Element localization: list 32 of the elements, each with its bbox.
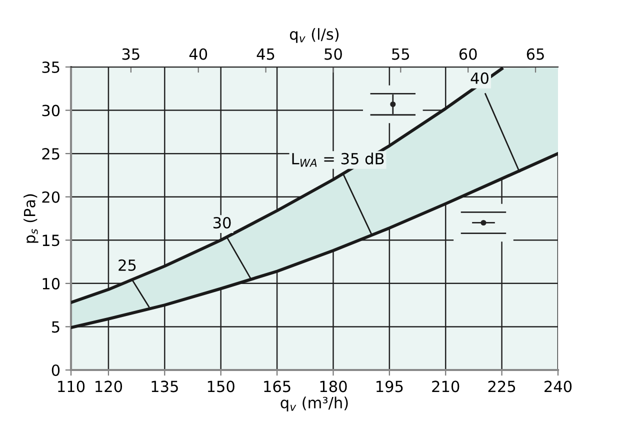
y-tick-label: 15 (42, 234, 60, 246)
x-tick-label: 120 (96, 380, 122, 392)
x2-tick-label: 50 (324, 48, 342, 60)
x2-tick-label: 60 (459, 48, 477, 60)
annotation: 40 (470, 72, 488, 84)
annotation: L$_{WA}$ = 35 dB (292, 152, 384, 167)
x-tick-label: 195 (376, 380, 403, 392)
x-tick-label: 210 (432, 380, 460, 392)
x-tick-label: 135 (152, 380, 178, 392)
x-tick-label: 110 (58, 380, 85, 392)
x2-tick-label: 40 (189, 48, 208, 60)
annotation: 30 (213, 216, 231, 229)
x-tick-label: 240 (544, 380, 572, 392)
y-axis-title: p$_{s}$ (Pa) (24, 194, 38, 243)
x2-tick-label: 55 (392, 48, 410, 60)
x-tick-label: 180 (320, 380, 347, 392)
y-tick-label: 30 (42, 104, 60, 116)
x-tick-label: 150 (208, 380, 234, 392)
x-axis-title: q$_{v}$ (m³/h) (280, 396, 348, 412)
y-tick-label: 35 (42, 61, 60, 74)
x2-tick-label: 45 (256, 48, 274, 60)
x-tick-label: 225 (488, 380, 516, 392)
x2-tick-label: 65 (526, 48, 544, 60)
y-tick-label: 0 (52, 364, 60, 376)
x-tick-label: 165 (264, 380, 290, 392)
x2-axis-title: q$_{v}$ (l/s) (290, 28, 339, 43)
y-tick-label: 10 (42, 278, 60, 290)
y-tick-label: 25 (42, 148, 60, 160)
y-tick-label: 20 (42, 191, 60, 203)
y-tick-label: 5 (52, 321, 60, 333)
x2-tick-label: 35 (122, 48, 140, 60)
annotation: 25 (118, 259, 136, 271)
